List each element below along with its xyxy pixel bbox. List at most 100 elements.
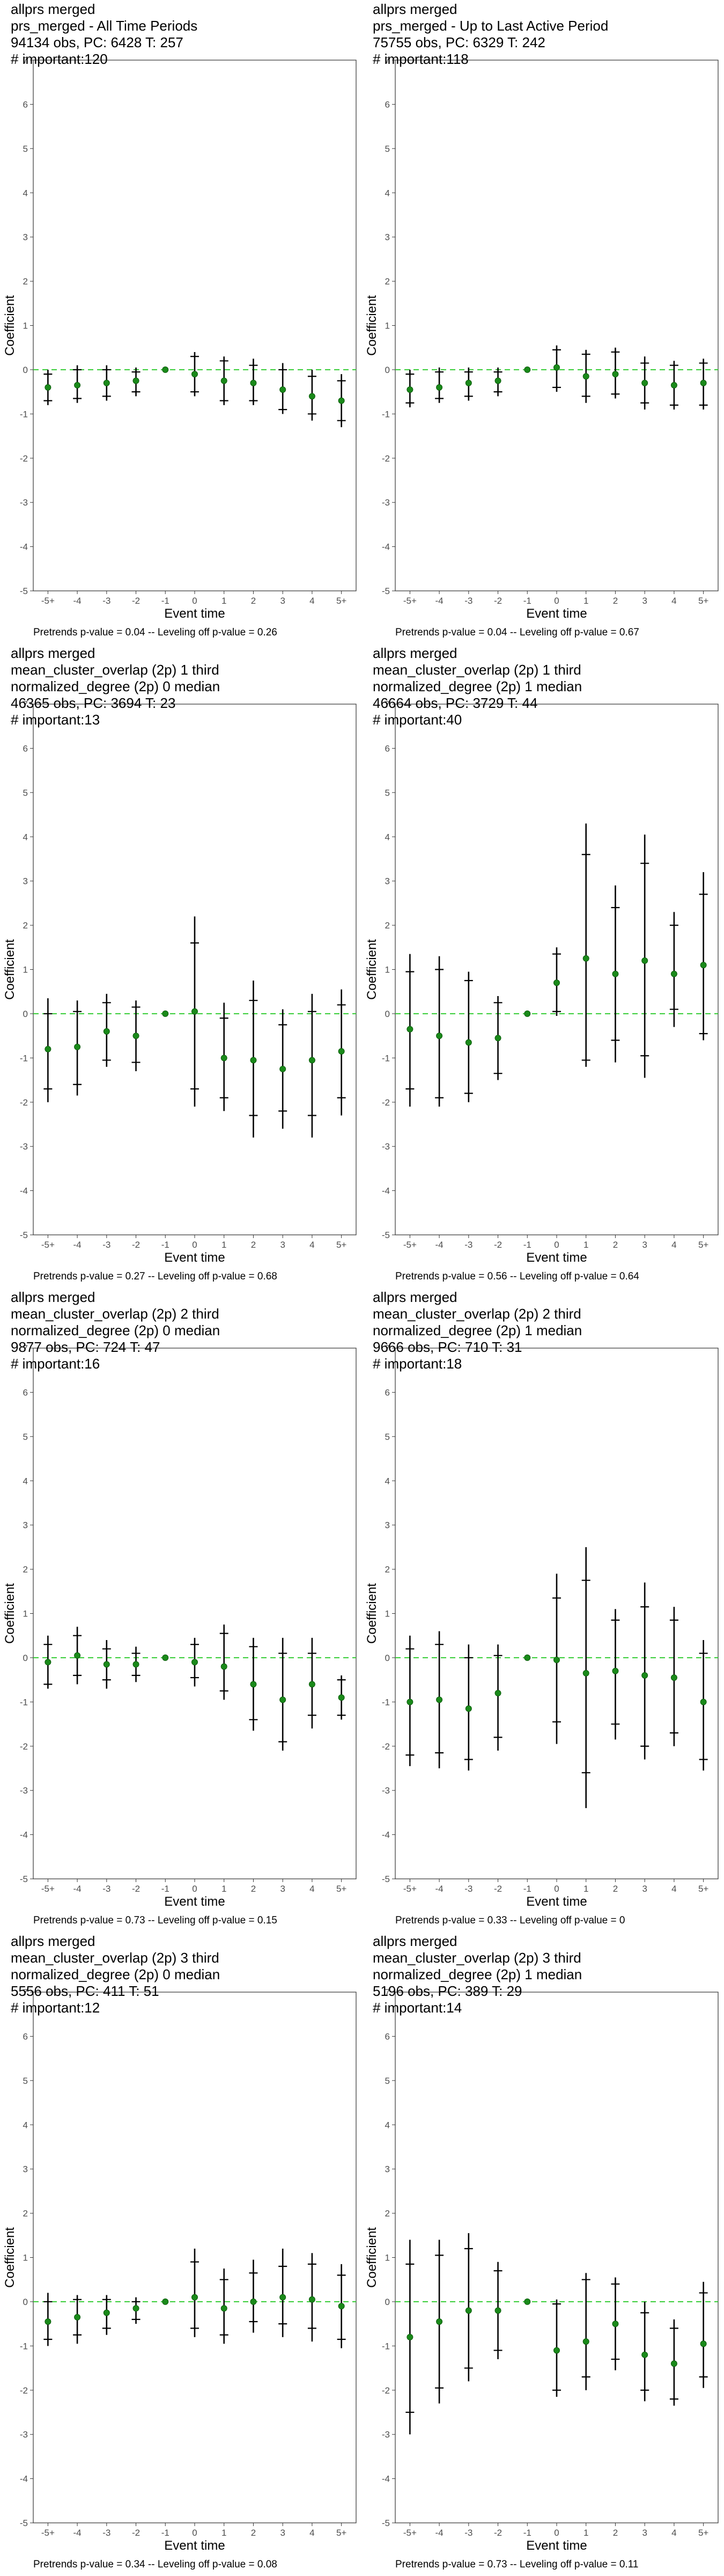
y-tick-label: 0 [385, 1653, 390, 1663]
y-tick-label: 4 [23, 832, 28, 842]
coefficient-point [308, 2296, 315, 2303]
coefficient-point [132, 1033, 139, 1040]
x-tick-label: -4 [435, 1240, 444, 1250]
event-study-panel: -5 -4 -3 -2 -1 0 1 2 3 4 5 6 7 -5+ -4 -3 -2 -1 0 1 2 3 4 5+ Coef… [362, 644, 724, 1288]
x-tick-label: -4 [435, 2528, 444, 2538]
plot-frame [395, 60, 719, 591]
coefficient-point [436, 1033, 443, 1040]
chart-svg: -5 -4 -3 -2 -1 0 1 2 3 4 5 6 7 -5+ -4 -3 -2 -1 0 1 2 3 4 5+ Coef… [3, 1343, 357, 1909]
x-tick-label: 1 [583, 1884, 588, 1894]
y-tick-label: 7 [23, 55, 28, 65]
y-tick-label: -4 [20, 1830, 28, 1840]
coefficient-point [465, 1705, 472, 1712]
x-tick-label: -5+ [41, 1240, 55, 1250]
y-tick-label: -3 [382, 1141, 390, 1152]
y-tick-label: -5 [382, 1874, 390, 1884]
coefficient-point [279, 2294, 286, 2301]
y-tick-label: 6 [23, 2031, 28, 2041]
x-tick-label: -1 [523, 2528, 531, 2538]
coefficient-point [279, 1065, 286, 1072]
x-tick-label: 4 [671, 596, 676, 606]
chart-svg: -5 -4 -3 -2 -1 0 1 2 3 4 5 6 7 -5+ -4 -3 -2 -1 0 1 2 3 4 5+ Coef… [365, 55, 719, 621]
coefficient-point [250, 379, 257, 386]
coefficient-point [191, 371, 198, 378]
x-tick-label: -3 [102, 596, 110, 606]
x-tick-label: 4 [309, 1240, 314, 1250]
coefficient-point [103, 1661, 110, 1668]
coefficient-point [670, 1674, 677, 1681]
y-tick-label: 2 [23, 1564, 28, 1575]
coefficient-point [612, 970, 619, 977]
y-tick-label: -1 [20, 1697, 28, 1707]
y-tick-label: -5 [382, 1230, 390, 1240]
coefficient-point [465, 1039, 472, 1046]
panel-title-line: # important:118 [373, 51, 469, 67]
y-tick-label: -1 [382, 409, 390, 419]
coefficient-point [641, 957, 648, 964]
y-tick-label: 7 [23, 1343, 28, 1353]
y-tick-label: -5 [382, 586, 390, 596]
y-tick-label: 6 [385, 1387, 390, 1397]
x-tick-label: -5+ [41, 1884, 55, 1894]
coefficient-point [524, 1654, 531, 1661]
y-tick-label: 4 [385, 188, 390, 198]
coefficient-point [612, 1667, 619, 1674]
event-study-panel: -5 -4 -3 -2 -1 0 1 2 3 4 5 6 7 -5+ -4 -3 -2 -1 0 1 2 3 4 5+ Coef… [0, 1288, 362, 1932]
x-tick-label: 5+ [336, 596, 346, 606]
y-tick-label: 4 [23, 1476, 28, 1486]
x-tick-label: 3 [280, 2528, 285, 2538]
chart-svg: -5 -4 -3 -2 -1 0 1 2 3 4 5 6 7 -5+ -4 -3 -2 -1 0 1 2 3 4 5+ Coef… [3, 699, 357, 1265]
panel-title-line: 46365 obs, PC: 3694 T: 23 [11, 695, 176, 711]
event-study-panel: -5 -4 -3 -2 -1 0 1 2 3 4 5 6 7 -5+ -4 -3 -2 -1 0 1 2 3 4 5+ Coef… [0, 644, 362, 1288]
x-tick-label: 4 [671, 1884, 676, 1894]
panel-title-line: normalized_degree (2p) 0 median [11, 1966, 220, 1982]
y-tick-label: 1 [385, 965, 390, 975]
y-tick-label: -5 [20, 2518, 28, 2528]
y-tick-label: 2 [23, 920, 28, 931]
x-tick-label: 2 [613, 1240, 618, 1250]
panel-title-line: allprs merged [11, 1, 95, 17]
x-tick-label: 2 [613, 596, 618, 606]
coefficient-point [641, 1672, 648, 1679]
panel-title-line: 94134 obs, PC: 6428 T: 257 [11, 34, 183, 50]
x-tick-label: -2 [132, 1240, 140, 1250]
x-tick-label: -3 [102, 1240, 110, 1250]
event-study-panel: -5 -4 -3 -2 -1 0 1 2 3 4 5 6 7 -5+ -4 -3 -2 -1 0 1 2 3 4 5+ Coef… [0, 0, 362, 644]
panel-title-line: mean_cluster_overlap (2p) 2 third [373, 1306, 581, 1322]
x-tick-label: 1 [221, 1884, 226, 1894]
y-tick-label: 6 [385, 743, 390, 753]
coefficient-point [641, 379, 648, 386]
x-tick-label: -5+ [403, 2528, 417, 2538]
coefficient-point [45, 384, 51, 391]
x-tick-label: 0 [554, 2528, 559, 2538]
y-tick-label: -1 [20, 1053, 28, 1063]
y-tick-label: 5 [385, 144, 390, 154]
y-tick-label: 7 [23, 1987, 28, 1997]
y-tick-label: -4 [382, 1830, 390, 1840]
y-tick-label: -4 [20, 2474, 28, 2484]
coefficient-point [700, 379, 707, 386]
pvalue-caption: Pretrends p-value = 0.27 -- Leveling off… [33, 1271, 277, 1282]
y-tick-label: 5 [385, 1432, 390, 1442]
coefficient-point [250, 1057, 257, 1064]
y-tick-label: -3 [382, 497, 390, 508]
y-axis-label: Coefficient [365, 2227, 379, 2288]
panel-title-line: normalized_degree (2p) 1 median [373, 678, 582, 694]
x-tick-label: 3 [280, 1240, 285, 1250]
pvalue-caption: Pretrends p-value = 0.56 -- Leveling off… [395, 1271, 639, 1282]
x-tick-label: 5+ [336, 1884, 346, 1894]
x-tick-label: 3 [642, 2528, 647, 2538]
coefficient-point [670, 2360, 677, 2367]
x-tick-label: -5+ [403, 1884, 417, 1894]
x-tick-label: -5+ [403, 1240, 417, 1250]
x-tick-label: 4 [671, 1240, 676, 1250]
y-tick-label: 3 [385, 876, 390, 887]
panel-title-line: allprs merged [11, 1289, 95, 1305]
y-tick-label: -1 [382, 2341, 390, 2351]
x-tick-label: -2 [494, 1884, 502, 1894]
x-tick-label: 5+ [336, 1240, 346, 1250]
coefficient-point [524, 1010, 531, 1017]
x-tick-label: 2 [251, 596, 256, 606]
y-tick-label: 3 [23, 876, 28, 887]
coefficient-point [553, 364, 560, 371]
